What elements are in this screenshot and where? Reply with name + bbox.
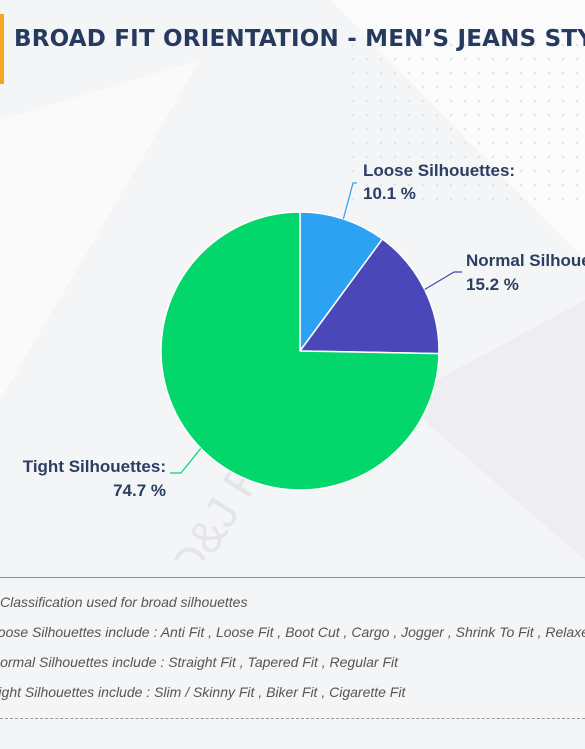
notes-loose: Loose Silhouettes include : Anti Fit , L… (0, 624, 585, 640)
notes-normal: Normal Silhouettes include : Straight Fi… (0, 654, 398, 670)
pie-slices (160, 211, 440, 491)
notes-divider (0, 577, 585, 578)
notes-tight: Tight Silhouettes include : Slim / Skinn… (0, 684, 406, 700)
pie-chart: D&J Reports Loose Silhouettes:10.1 %Norm… (23, 161, 585, 560)
title-accent-bar (0, 14, 4, 84)
slice-value-3: 74.7 % (113, 481, 166, 500)
pie-slice-1 (299, 211, 384, 354)
slice-label-2: Normal Silhouettes: (466, 251, 585, 270)
notes-heading: Classification used for broad silhouette… (0, 594, 248, 610)
pie-slice-3 (160, 211, 440, 491)
slice-label-1: Loose Silhouettes: (363, 161, 515, 180)
bottom-divider (0, 718, 585, 719)
pie-labels: Loose Silhouettes: 10.1 % Normal Silhouett… (23, 161, 585, 500)
leader-line-1 (342, 182, 357, 220)
leader-line-3 (170, 447, 202, 474)
slice-value-1: 10.1 % (363, 184, 416, 203)
pie-slice-2 (298, 238, 440, 355)
slice-value-2: 15.2 % (466, 275, 519, 294)
page-title: BROAD FIT ORIENTATION - MEN’S JEANS STYL… (14, 26, 585, 52)
leader-line-2 (424, 271, 462, 290)
slice-label-3: Tight Silhouettes: (23, 457, 166, 476)
